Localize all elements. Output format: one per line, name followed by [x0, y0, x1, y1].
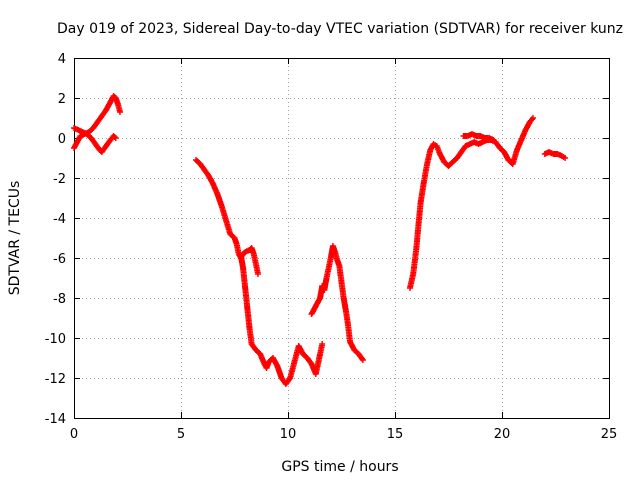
data-segment	[237, 253, 326, 387]
data-segment	[71, 125, 119, 155]
y-tick-label: -12	[45, 372, 66, 387]
x-tick-label: 5	[177, 427, 185, 442]
grid-lines	[74, 58, 609, 418]
y-tick-label: -2	[53, 172, 66, 187]
y-tick-label: -6	[53, 252, 66, 267]
data-segment	[541, 149, 569, 161]
y-tick-label: -8	[53, 292, 66, 307]
x-axis-label: GPS time / hours	[281, 459, 398, 475]
y-tick-label: -4	[53, 212, 66, 227]
x-tick-label: 0	[70, 427, 78, 442]
x-tick-label: 15	[387, 427, 404, 442]
x-tick-label: 20	[494, 427, 511, 442]
x-tick-label: 10	[280, 427, 297, 442]
data-segment	[460, 131, 497, 143]
y-axis-label: SDTVAR / TECUs	[7, 181, 23, 296]
data-segment	[308, 243, 366, 363]
y-tick-label: -10	[45, 332, 66, 347]
data-points	[71, 93, 569, 387]
axis-ticks: 0 5 10 15 20 25 -14 -12 -10 -8 -6 -4 -2 0 2 4	[45, 52, 618, 442]
data-segment	[407, 115, 536, 291]
plot-frame	[74, 58, 610, 419]
y-tick-label: 4	[58, 52, 66, 67]
data-segment	[193, 157, 261, 277]
y-tick-label: 2	[58, 92, 66, 107]
x-tick-label: 25	[601, 427, 618, 442]
y-tick-label: 0	[58, 132, 66, 147]
chart-title: Day 019 of 2023, Sidereal Day-to-day VTE…	[57, 21, 623, 37]
y-tick-label: -14	[45, 412, 66, 427]
